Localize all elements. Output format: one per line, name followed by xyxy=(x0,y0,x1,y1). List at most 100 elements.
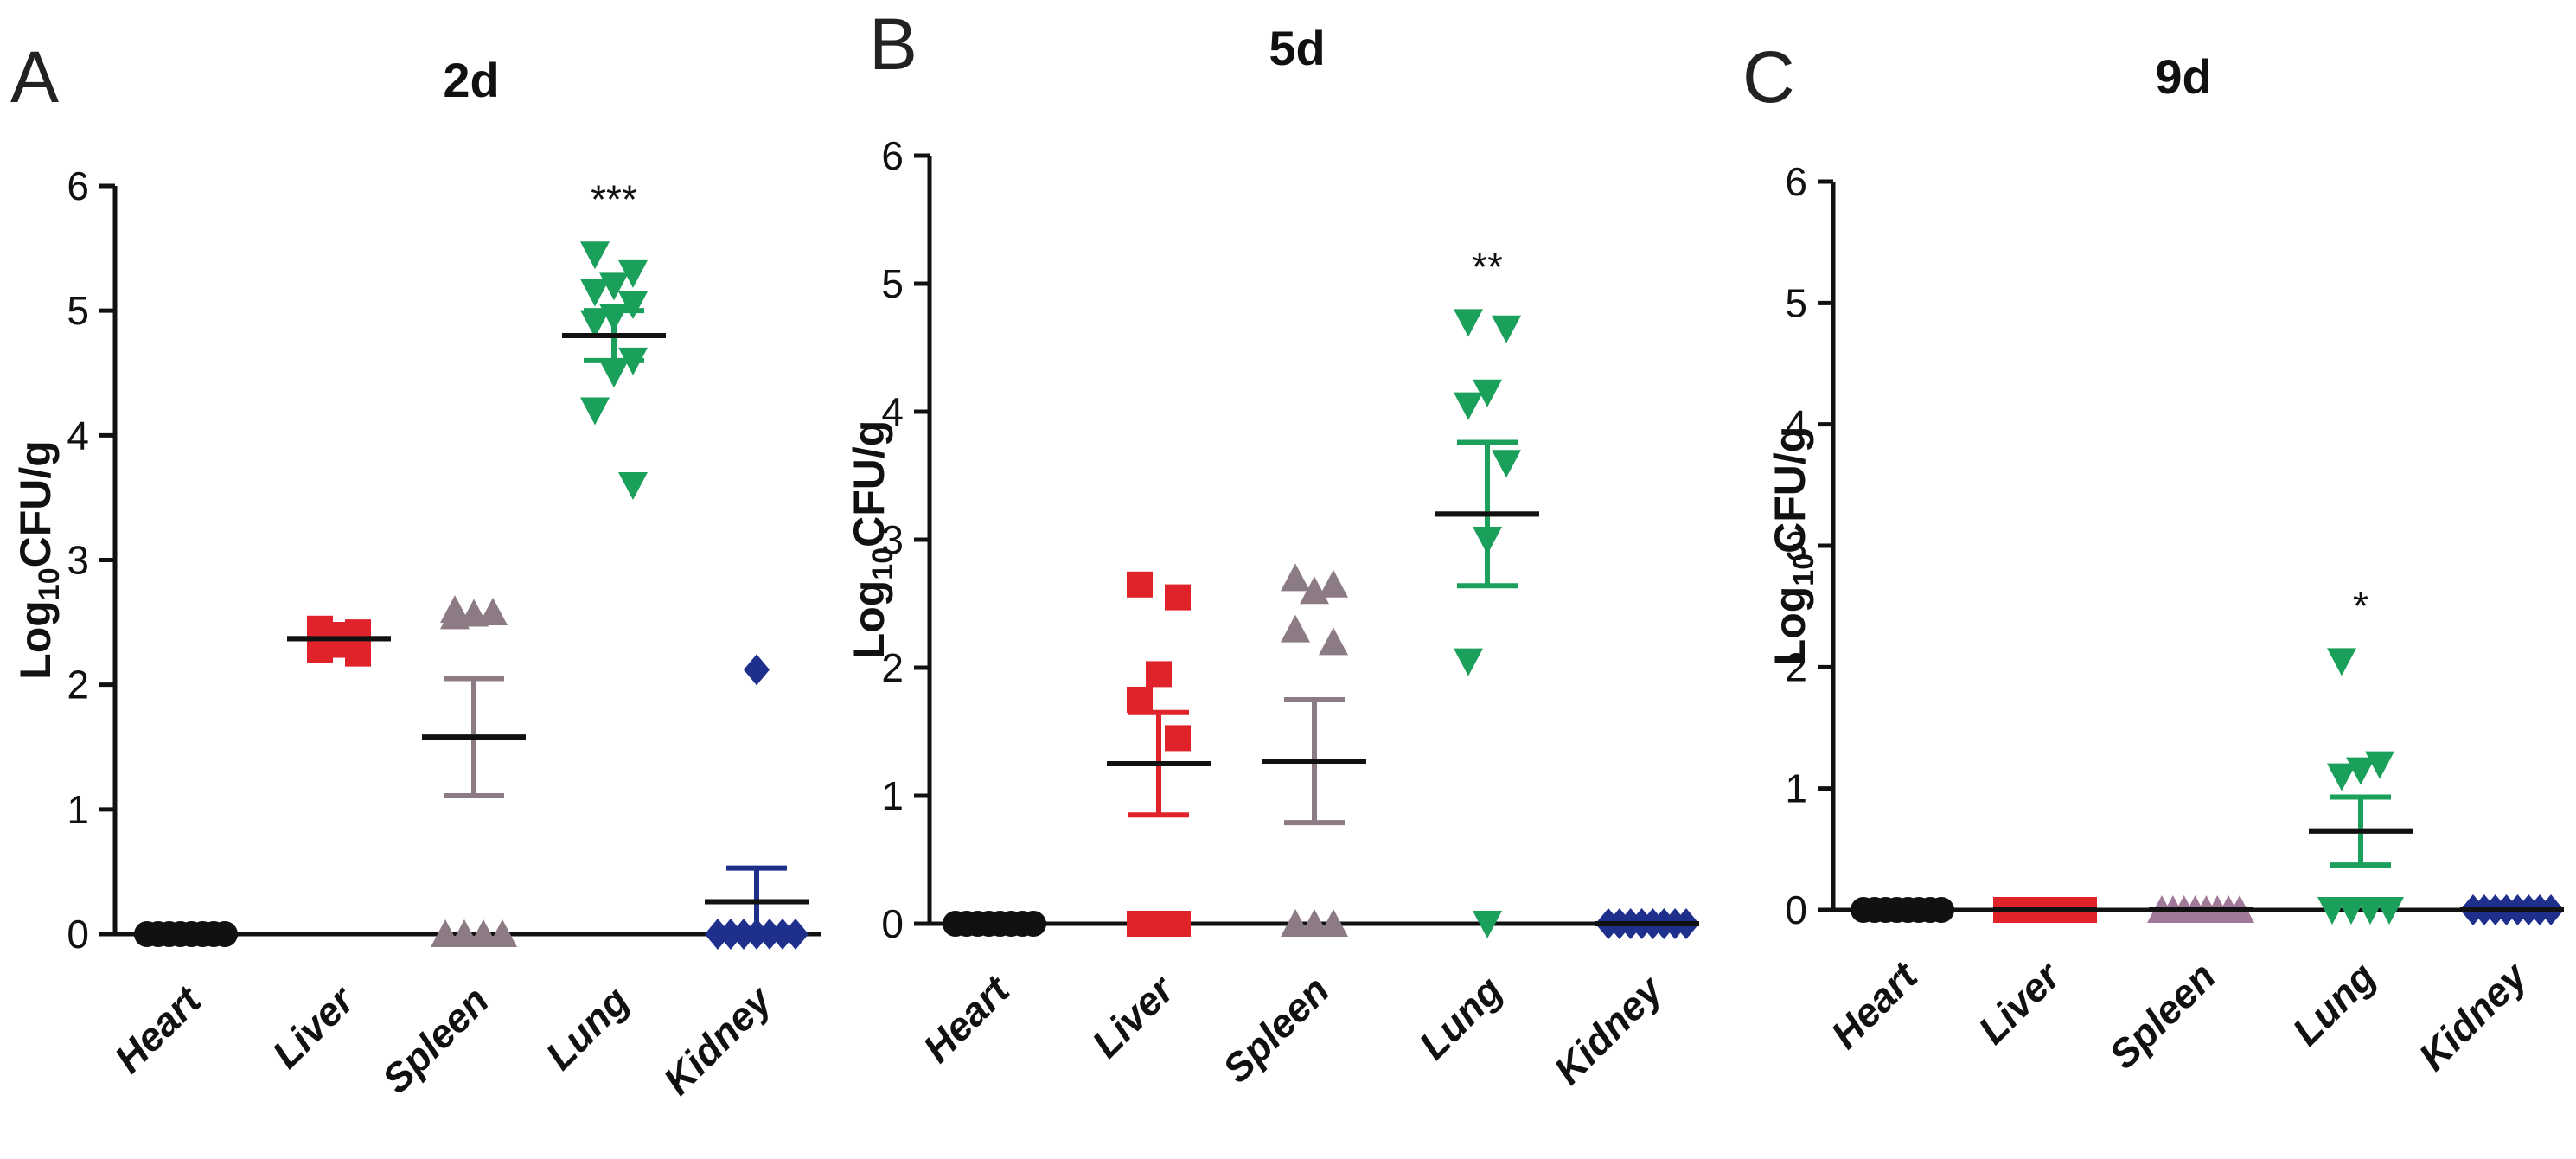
y-axis-label-base: Log xyxy=(11,600,60,680)
data-point xyxy=(1492,315,1521,343)
data-point xyxy=(618,472,648,500)
data-point xyxy=(1165,584,1191,611)
x-tick-label: Liver xyxy=(264,977,364,1077)
y-axis-label-unit: CFU/g xyxy=(1766,426,1814,554)
y-axis-label-base: Log xyxy=(1766,586,1814,666)
data-point xyxy=(1165,911,1191,937)
chart-title: 2d xyxy=(443,53,499,107)
y-axis-label: Log10CFU/g xyxy=(845,420,899,660)
series-kidney xyxy=(2460,894,2564,925)
data-point xyxy=(459,599,489,627)
data-point xyxy=(580,279,610,307)
data-point xyxy=(2327,648,2356,676)
y-tick-label: 6 xyxy=(1785,159,1807,204)
y-axis-label: Log10CFU/g xyxy=(11,440,66,680)
series-kidney xyxy=(1595,908,1699,939)
x-tick-label: Kidney xyxy=(1545,966,1672,1093)
y-tick-label: 3 xyxy=(67,538,89,583)
series-kidney xyxy=(705,654,809,950)
x-tick-label: Spleen xyxy=(374,977,497,1101)
y-axis-label-unit: CFU/g xyxy=(845,420,893,547)
data-point xyxy=(440,601,470,630)
y-tick-label: 6 xyxy=(881,133,904,178)
y-tick-label: 4 xyxy=(67,413,89,458)
data-point xyxy=(1454,392,1483,420)
significance-label: * xyxy=(2353,583,2368,628)
series-heart xyxy=(134,921,238,947)
data-point xyxy=(1300,909,1329,937)
y-tick-label: 6 xyxy=(67,163,89,208)
data-point xyxy=(2375,897,2404,925)
y-axis-label-subscript: 10 xyxy=(33,567,66,600)
chart-title: 9d xyxy=(2155,49,2211,104)
y-tick-label: 2 xyxy=(1785,644,1807,689)
significance-label: ** xyxy=(1472,244,1503,289)
series-liver xyxy=(1107,571,1211,937)
x-tick-label: Spleen xyxy=(2100,953,2224,1077)
data-point xyxy=(1281,563,1310,592)
series-lung xyxy=(2309,648,2413,925)
data-point xyxy=(2355,897,2385,925)
y-axis-label: Log10CFU/g xyxy=(1766,426,1820,666)
data-point xyxy=(1492,450,1521,478)
significance-label: *** xyxy=(591,176,637,221)
data-point xyxy=(1165,725,1191,752)
y-tick-label: 0 xyxy=(1785,887,1807,932)
chart-title: 5d xyxy=(1269,21,1325,75)
series-spleen xyxy=(422,595,526,947)
data-point xyxy=(1146,661,1172,688)
data-point xyxy=(2327,763,2356,791)
series-liver xyxy=(1993,897,2097,923)
series-lung xyxy=(1435,309,1539,938)
data-point xyxy=(1127,687,1153,713)
data-point xyxy=(618,259,648,288)
series-spleen xyxy=(1262,563,1366,937)
data-point xyxy=(450,919,479,947)
x-tick-label: Heart xyxy=(105,977,210,1081)
data-point xyxy=(1473,911,1502,938)
series-liver xyxy=(287,615,391,667)
y-tick-label: 2 xyxy=(881,645,904,690)
y-axis-label-base: Log xyxy=(845,580,893,660)
data-point xyxy=(783,919,809,950)
panel-A: A 2d 0 1 2 3 4 5 6 Log10CFU/g Heart Liver Spleen Lung… xyxy=(10,36,821,1104)
y-tick-label: 0 xyxy=(881,901,904,946)
data-point xyxy=(1300,576,1329,605)
y-axis-label-subscript: 10 xyxy=(1787,554,1820,586)
y-tick-label: 0 xyxy=(67,912,89,957)
data-point xyxy=(1319,909,1348,937)
data-point xyxy=(1281,909,1310,937)
y-tick-label: 4 xyxy=(881,389,904,434)
data-point xyxy=(345,640,371,667)
data-point xyxy=(1454,648,1483,676)
series-spleen xyxy=(2147,895,2254,923)
data-point xyxy=(1127,571,1153,598)
data-point xyxy=(580,397,610,426)
data-point xyxy=(1473,379,1502,407)
y-tick-label: 4 xyxy=(1785,402,1807,447)
x-tick-label: Kidney xyxy=(655,977,782,1104)
x-tick-label: Kidney xyxy=(2410,952,2537,1079)
data-point xyxy=(1454,309,1483,337)
y-tick-label: 5 xyxy=(881,261,904,306)
x-tick-label: Lung xyxy=(1410,967,1511,1067)
y-tick-label: 2 xyxy=(67,663,89,708)
x-tick-label: Heart xyxy=(1822,952,1927,1057)
data-point xyxy=(1319,627,1348,656)
panel-C: C 9d 0 1 2 3 4 5 6 Log10CFU/g Heart Liver Spleen Lung… xyxy=(1742,36,2564,1079)
data-point xyxy=(2317,897,2347,925)
series-heart xyxy=(943,911,1046,937)
data-point xyxy=(1281,614,1310,643)
data-point xyxy=(599,360,629,388)
panel-letter: A xyxy=(10,36,59,118)
data-point xyxy=(1319,569,1348,598)
panel-letter: B xyxy=(869,3,917,85)
x-tick-label: Spleen xyxy=(1214,967,1338,1091)
y-tick-label: 5 xyxy=(67,288,89,333)
panel-letter: C xyxy=(1742,36,1795,118)
y-tick-label: 1 xyxy=(1785,766,1807,811)
data-point xyxy=(744,654,770,686)
panel-B: B 5d 0 1 2 3 4 5 6 Log10CFU/g Heart Liver Spleen Lung… xyxy=(845,3,1699,1093)
